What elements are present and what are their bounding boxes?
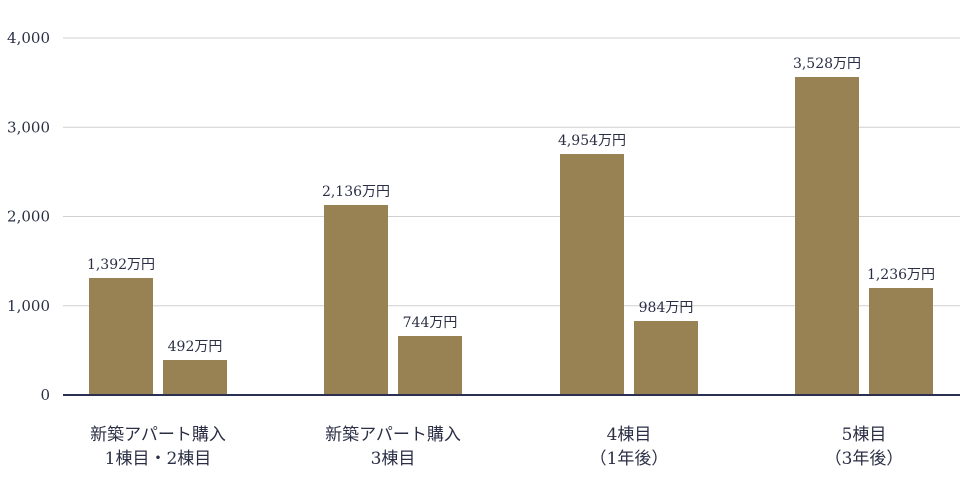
x-tick-label: （3年後） — [825, 449, 904, 469]
data-label: 744万円 — [403, 315, 458, 331]
bar — [560, 154, 624, 395]
x-tick-label: （1年後） — [590, 449, 669, 469]
bar — [89, 277, 153, 395]
y-tick-label: 0 — [40, 386, 50, 404]
x-tick-label: 新築アパート購入 — [325, 425, 461, 445]
x-tick-label: 5棟目 — [842, 425, 887, 445]
data-label: 3,528万円 — [793, 56, 861, 72]
y-tick-label: 2,000 — [7, 208, 50, 226]
bar — [398, 336, 462, 395]
bar — [634, 321, 698, 395]
bar — [163, 360, 227, 395]
x-tick-label: 新築アパート購入 — [90, 425, 226, 445]
x-tick-label: 4棟目 — [607, 425, 652, 445]
bar — [869, 287, 933, 395]
y-tick-label: 4,000 — [7, 29, 50, 47]
x-tick-label: 3棟目 — [371, 449, 416, 469]
data-label: 1,236万円 — [867, 267, 935, 283]
data-label: 2,136万円 — [322, 184, 390, 200]
y-tick-label: 1,000 — [7, 297, 50, 315]
x-tick-label: 1棟目・2棟目 — [105, 449, 212, 469]
data-label: 492万円 — [168, 339, 223, 355]
data-label: 984万円 — [639, 300, 694, 316]
bar — [324, 204, 388, 395]
y-tick-label: 3,000 — [7, 118, 50, 136]
data-label: 1,392万円 — [87, 257, 155, 273]
bar — [795, 77, 859, 395]
data-label: 4,954万円 — [558, 133, 626, 149]
